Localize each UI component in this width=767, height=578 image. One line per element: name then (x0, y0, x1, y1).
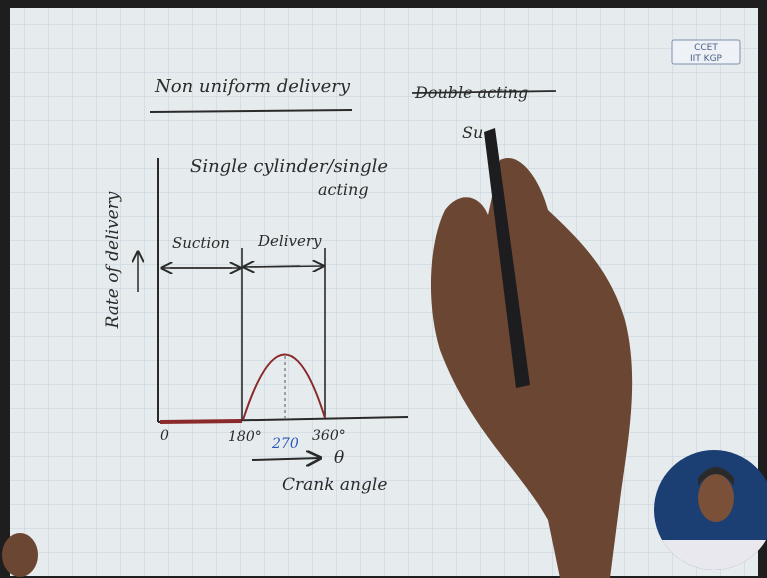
subtitle: acting (318, 180, 369, 199)
logo-text: IIT KGP (690, 54, 723, 64)
phase-label: Suction (172, 234, 230, 252)
x-tick-label: 360° (312, 428, 346, 444)
arrow (244, 266, 300, 267)
note: Su (462, 123, 483, 142)
x-label: Crank angle (282, 475, 387, 495)
x-tick-label: 0 (160, 428, 169, 444)
x-symbol: θ (334, 448, 344, 468)
phase-label: Delivery (257, 232, 322, 250)
x-tick-label: 270 (271, 436, 299, 452)
screenshot: CCET IIT KGP Non uniform delivery Double… (0, 0, 767, 578)
page: {"header": {"title": "Non uniform delive… (0, 0, 767, 578)
other-hand (2, 533, 38, 577)
x-tick-label: 180° (228, 429, 262, 445)
y-label: Rate of delivery (103, 191, 123, 329)
subtitle: Single cylinder/single (190, 156, 388, 177)
zero-segment (160, 421, 242, 422)
title: Non uniform delivery (154, 76, 351, 97)
logo-text: CCET (694, 43, 718, 53)
